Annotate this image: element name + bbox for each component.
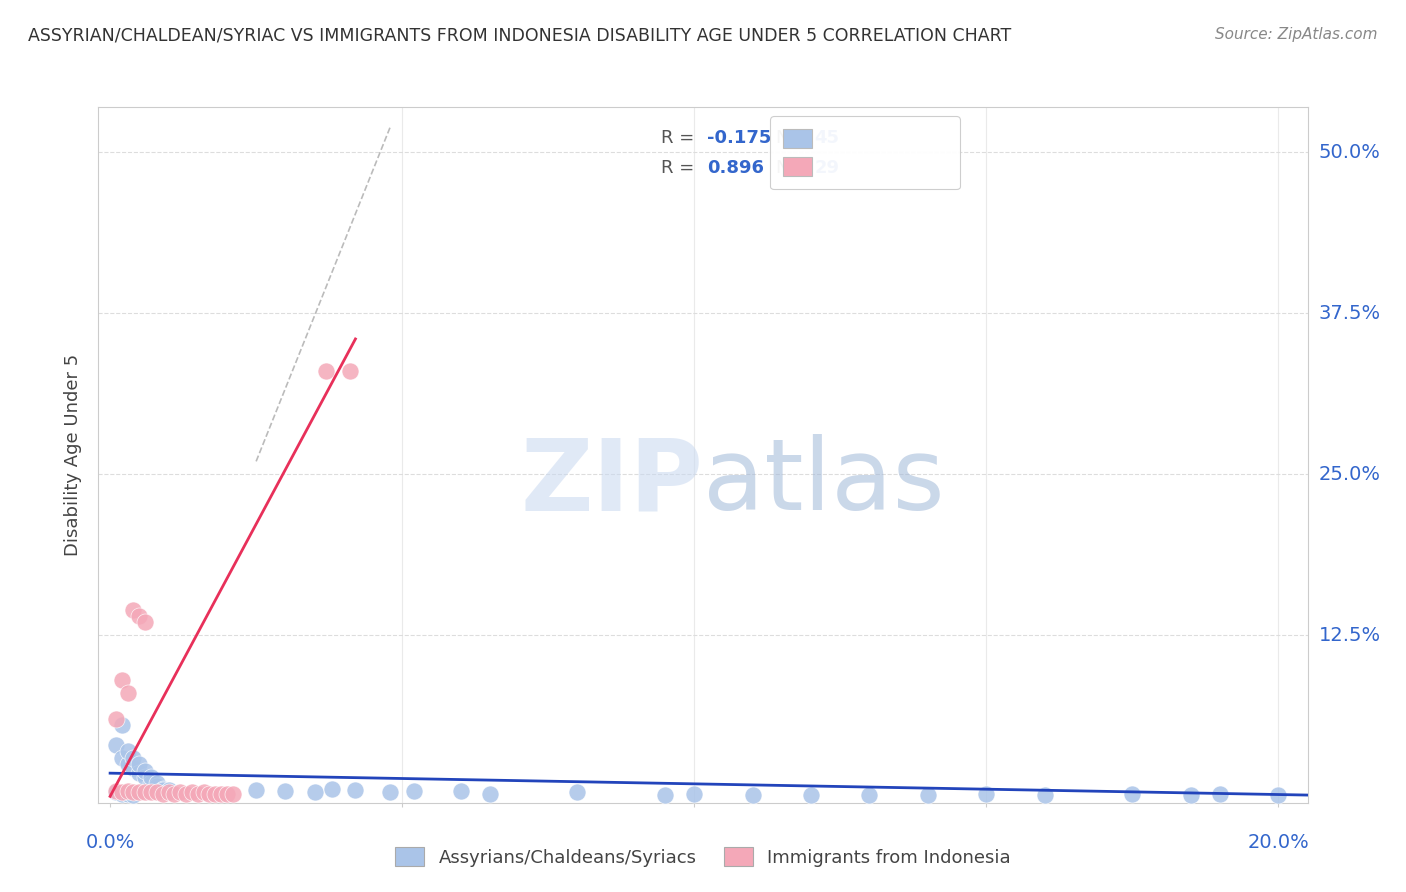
Point — [139, 776, 162, 790]
Point — [858, 788, 880, 802]
Point — [117, 787, 139, 801]
Text: 45: 45 — [814, 129, 839, 147]
Point — [174, 787, 197, 801]
Point — [1033, 788, 1056, 802]
Point — [193, 785, 215, 799]
Point — [478, 787, 501, 801]
Point — [111, 785, 134, 799]
Point — [974, 787, 997, 801]
Point — [304, 785, 326, 799]
Point — [134, 770, 156, 784]
Point — [917, 788, 939, 802]
Text: R =: R = — [661, 129, 695, 147]
Point — [321, 781, 343, 796]
Point — [187, 787, 209, 801]
Point — [104, 712, 127, 726]
Point — [198, 787, 221, 801]
Text: 25.0%: 25.0% — [1319, 465, 1381, 483]
Text: ASSYRIAN/CHALDEAN/SYRIAC VS IMMIGRANTS FROM INDONESIA DISABILITY AGE UNDER 5 COR: ASSYRIAN/CHALDEAN/SYRIAC VS IMMIGRANTS F… — [28, 27, 1011, 45]
Y-axis label: Disability Age Under 5: Disability Age Under 5 — [65, 354, 83, 556]
Text: 12.5%: 12.5% — [1319, 626, 1381, 645]
Text: atlas: atlas — [703, 434, 945, 532]
Point — [654, 788, 676, 802]
Point — [402, 784, 425, 798]
Legend: Assyrians/Chaldeans/Syriacs, Immigrants from Indonesia: Assyrians/Chaldeans/Syriacs, Immigrants … — [388, 840, 1018, 874]
Text: Source: ZipAtlas.com: Source: ZipAtlas.com — [1215, 27, 1378, 42]
Point — [683, 787, 706, 801]
Text: 29: 29 — [814, 160, 839, 178]
Point — [800, 788, 823, 802]
Point — [450, 784, 472, 798]
Point — [122, 788, 145, 802]
Point — [1180, 788, 1202, 802]
Point — [104, 785, 127, 799]
Text: 0.896: 0.896 — [707, 160, 763, 178]
Point — [104, 784, 127, 798]
Point — [741, 788, 763, 802]
Point — [128, 766, 150, 780]
Point — [315, 364, 337, 378]
Text: N =: N = — [776, 160, 810, 178]
Text: R =: R = — [661, 160, 695, 178]
Point — [111, 718, 134, 732]
Point — [117, 744, 139, 758]
Point — [245, 783, 267, 797]
Point — [122, 750, 145, 764]
Point — [152, 783, 174, 797]
Point — [1267, 788, 1289, 802]
Point — [380, 785, 402, 799]
Point — [146, 785, 169, 799]
Point — [163, 787, 186, 801]
Point — [157, 783, 180, 797]
Point — [117, 757, 139, 772]
Point — [152, 781, 174, 796]
Text: ZIP: ZIP — [520, 434, 703, 532]
Point — [222, 787, 245, 801]
Point — [169, 785, 191, 799]
Point — [152, 787, 174, 801]
Point — [128, 785, 150, 799]
Text: 37.5%: 37.5% — [1319, 303, 1381, 323]
Point — [274, 784, 297, 798]
Point — [339, 364, 361, 378]
Text: -0.175: -0.175 — [707, 129, 770, 147]
Point — [111, 750, 134, 764]
Text: 50.0%: 50.0% — [1319, 143, 1381, 161]
Point — [128, 757, 150, 772]
Point — [104, 738, 127, 752]
Point — [180, 785, 202, 799]
Point — [1209, 787, 1232, 801]
Point — [117, 784, 139, 798]
Point — [209, 787, 232, 801]
Point — [567, 785, 589, 799]
Point — [344, 783, 367, 797]
Point — [157, 785, 180, 799]
Point — [117, 686, 139, 700]
Point — [134, 615, 156, 630]
Point — [134, 764, 156, 778]
Point — [204, 787, 226, 801]
Text: N =: N = — [776, 129, 810, 147]
Point — [146, 779, 169, 793]
Point — [122, 602, 145, 616]
Point — [157, 784, 180, 798]
Point — [111, 673, 134, 688]
Point — [215, 787, 238, 801]
Point — [134, 785, 156, 799]
Point — [146, 776, 169, 790]
Point — [111, 787, 134, 801]
Legend:                       ,                       : , — [770, 116, 960, 189]
Point — [122, 785, 145, 799]
Point — [139, 770, 162, 784]
Text: 0.0%: 0.0% — [86, 833, 135, 853]
Point — [128, 609, 150, 624]
Text: 20.0%: 20.0% — [1247, 833, 1309, 853]
Point — [122, 761, 145, 775]
Point — [1121, 787, 1143, 801]
Point — [139, 785, 162, 799]
